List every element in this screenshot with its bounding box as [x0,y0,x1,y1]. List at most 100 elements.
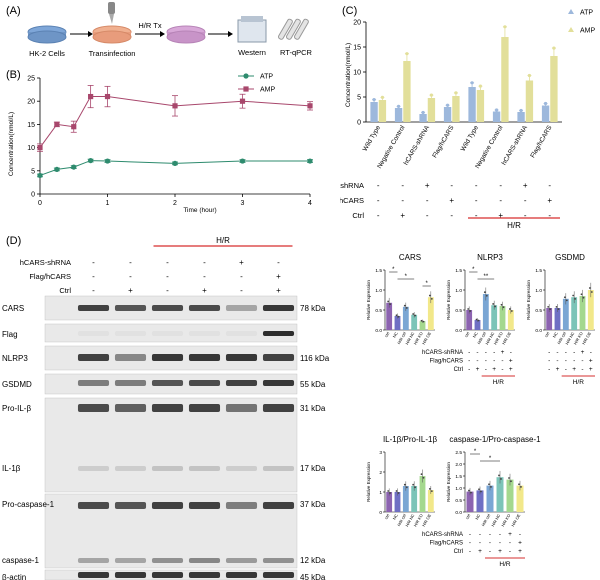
mini-chart-point [588,287,591,289]
mini-condition-mark: - [548,366,550,373]
mini-hr-label: H/R [499,561,511,568]
mini-chart-bar [554,308,561,330]
blot-band [225,404,258,412]
blot-band [262,331,295,336]
mini-chart-bar [394,492,401,512]
chart-c-bar [541,105,550,122]
mini-condition-label: hCARS-shRNA [422,350,463,356]
mini-chart-point [412,313,415,315]
chart-c-condition-label: Ctrl [352,211,364,220]
mini-chart-point [420,473,423,476]
blot-protein-label: Pro-caspase-1 [2,500,55,509]
blot-band [225,305,258,311]
mini-condition-mark: - [548,358,550,365]
blot-band [114,404,147,412]
mini-chart-bar [587,290,594,330]
mini-condition-mark: - [573,358,575,365]
mini-chart-point [403,483,406,486]
chart-c-ytick-label: 20 [353,20,361,27]
blot-band [225,502,258,509]
mini-chart-ytick-label: 1.0 [375,288,382,294]
chart-c-condition-mark: - [377,211,380,220]
blot-band [188,305,221,311]
mini-chart-bar [516,485,524,512]
chart-b-legend-label: AMP [260,87,276,94]
blot-band [225,354,258,361]
mini-chart-point [498,474,500,477]
chart-c-bar [468,87,476,122]
chart-c-category-label: Wild Type [362,124,382,152]
blot-condition-mark: + [128,286,133,295]
mini-condition-mark: - [476,358,478,365]
mini-chart-category-label: ctrl [543,331,550,338]
pipette-icon [108,2,115,24]
chart-c-condition-mark: + [425,181,430,190]
mini-chart-category-label: ctrl [464,513,471,520]
mini-chart-category-label: NC [392,513,399,521]
mini-condition-mark: + [518,548,522,555]
mini-condition-mark: - [565,358,567,365]
panel-a-workflow: (A) HK-2 Cells Transinfection H/R Tx Wes… [6,2,313,58]
blot-condition-mark: - [203,272,206,281]
mini-chart-point [470,491,472,494]
blot-band [151,354,184,361]
mini-chart-title: GSDMD [555,253,585,262]
chart-b-point [172,103,178,109]
chart-b-point [37,145,43,151]
mini-chart-point [397,492,400,494]
blot-band [188,354,221,361]
mini-condition-mark: - [510,349,512,356]
mini-chart-category-label: H/R ctrl [480,513,491,527]
mini-chart-point [480,490,482,493]
mini-chart-title: IL-1β/Pro-IL-1β [383,435,438,444]
mini-chart-bar [474,320,481,330]
blot-condition-mark: + [276,286,281,295]
blot-band [151,466,184,471]
mini-condition-mark: + [476,366,480,373]
chart-c-point [454,91,458,95]
mini-condition-mark: + [478,548,482,555]
chart-c-bar [427,98,436,122]
mini-chart-ytick-label: 1.5 [375,268,382,274]
mini-chart-point [502,306,505,309]
mini-chart-ytick-label: 0.5 [375,308,382,314]
mini-chart-category-label: H/R NC [484,331,495,346]
blot-protein-label: IL-1β [2,464,21,473]
blot-band [225,572,258,578]
blot-kda-label: 31 kDa [300,404,326,413]
mini-chart-category-label: H/R OE [581,331,592,346]
mini-chart-bar [496,477,504,512]
chart-c-point [421,110,425,115]
blot-band [77,558,110,563]
hr-treatment-label: H/R Tx [138,21,161,30]
mini-condition-label: Ctrl [454,367,463,373]
mini-chart-point [508,308,511,310]
mini-hr-label: H/R [493,379,505,386]
mini-chart-point [422,320,425,323]
mini-chart-bar [394,316,401,330]
mini-condition-mark: - [468,366,470,373]
blot-band [262,466,295,471]
western-blot-icon [237,16,267,43]
chart-c-point [445,103,450,107]
mini-chart-point [477,319,480,322]
chart-c-ytick-label: 10 [353,70,361,77]
mini-chart-ytick-label: 1.0 [455,486,462,492]
mini-chart-point [510,310,513,312]
mini-chart-point [468,489,470,492]
mini-condition-mark: - [499,531,501,538]
mini-chart-point [555,306,558,308]
chart-c-condition-mark: - [426,196,429,205]
transfected-dish-icon [92,25,132,44]
chart-b-ytick-label: 5 [31,168,35,175]
chart-b-point [104,93,111,100]
mini-chart-category-label: NC [474,513,481,521]
blot-band [225,380,258,386]
mini-chart-bar [386,302,393,330]
chart-c-category-label: Wild Type [460,124,480,152]
mini-chart-point [565,299,568,302]
blot-band [262,572,295,578]
blot-condition-label: Ctrl [59,286,71,295]
mini-chart-bar [427,297,434,330]
